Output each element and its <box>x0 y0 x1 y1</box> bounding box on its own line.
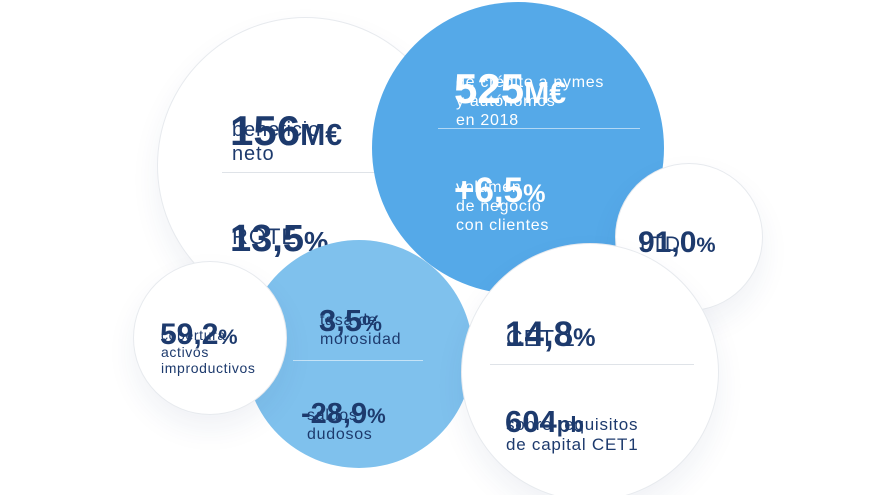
morosidad-stat-value: 3,5% <box>319 274 382 336</box>
cobertura-number: 59,2 <box>160 318 219 351</box>
beneficio-number: 156 <box>230 107 301 154</box>
pb-unit: pb <box>556 412 584 437</box>
credito-stat-value: 525M€ <box>454 26 566 110</box>
cet1-divider <box>490 364 694 365</box>
rote-number: 13,5 <box>230 218 304 260</box>
ltd-unit: % <box>696 232 716 257</box>
beneficio-unit: M€ <box>300 119 343 152</box>
beneficio-divider <box>222 172 424 173</box>
credito-divider <box>438 128 640 129</box>
ltd-stat-label: LTD <box>640 233 681 256</box>
pb-stat-label: sobre requisitos de capital CET1 <box>506 415 639 455</box>
bubble-cobertura: 59,2% cobertura activos improductivos <box>134 262 286 414</box>
volumen-unit: % <box>523 180 546 208</box>
cet1-unit: % <box>573 324 596 352</box>
ltd-number: 91,0 <box>638 226 697 259</box>
beneficio-stat-label: beneficio neto <box>232 119 321 165</box>
bubble-cet1: 14,8% CET 1 604pb sobre requisitos de ca… <box>462 244 718 495</box>
cobertura-stat-value: 59,2% <box>160 290 238 350</box>
cet1-stat-value: 14,8% <box>505 282 596 352</box>
rote-stat-label: ROTE <box>232 224 298 249</box>
pb-stat-value: 604pb <box>505 375 584 437</box>
saldos-unit: % <box>367 405 386 428</box>
morosidad-unit: % <box>362 311 382 336</box>
morosidad-number: 3,5 <box>319 303 363 338</box>
cobertura-unit: % <box>218 324 238 349</box>
bubble-credito-pymes: 525M€ de crédito a pymes y autónomos en … <box>372 2 664 294</box>
volumen-stat-value: +6,5% <box>454 138 546 208</box>
volumen-stat-label: volumen de negocio con clientes <box>456 179 550 234</box>
cobertura-stat-label: cobertura activos improductivos <box>161 327 256 377</box>
saldos-stat-value: -28,9% <box>301 371 386 429</box>
ltd-stat-value: 91,0% <box>638 198 716 258</box>
volumen-number: +6,5 <box>454 171 524 210</box>
morosidad-stat-label: tasa de morosidad <box>320 312 402 348</box>
saldos-number: -28,9 <box>301 398 368 430</box>
credito-unit: M€ <box>524 77 567 110</box>
credito-stat-label: de crédito a pymes y autónomos en 2018 <box>456 74 605 129</box>
cet1-number: 14,8 <box>505 315 574 354</box>
saldos-stat-label: saldos dudosos <box>307 407 373 443</box>
pb-number: 604 <box>505 404 557 439</box>
beneficio-stat-value: 156M€ <box>230 68 342 152</box>
morosidad-divider <box>293 360 423 361</box>
bubble-morosidad: 3,5% tasa de morosidad -28,9% saldos dud… <box>245 240 473 468</box>
credito-number: 525 <box>454 65 525 112</box>
cet1-stat-label: CET 1 <box>506 325 576 351</box>
